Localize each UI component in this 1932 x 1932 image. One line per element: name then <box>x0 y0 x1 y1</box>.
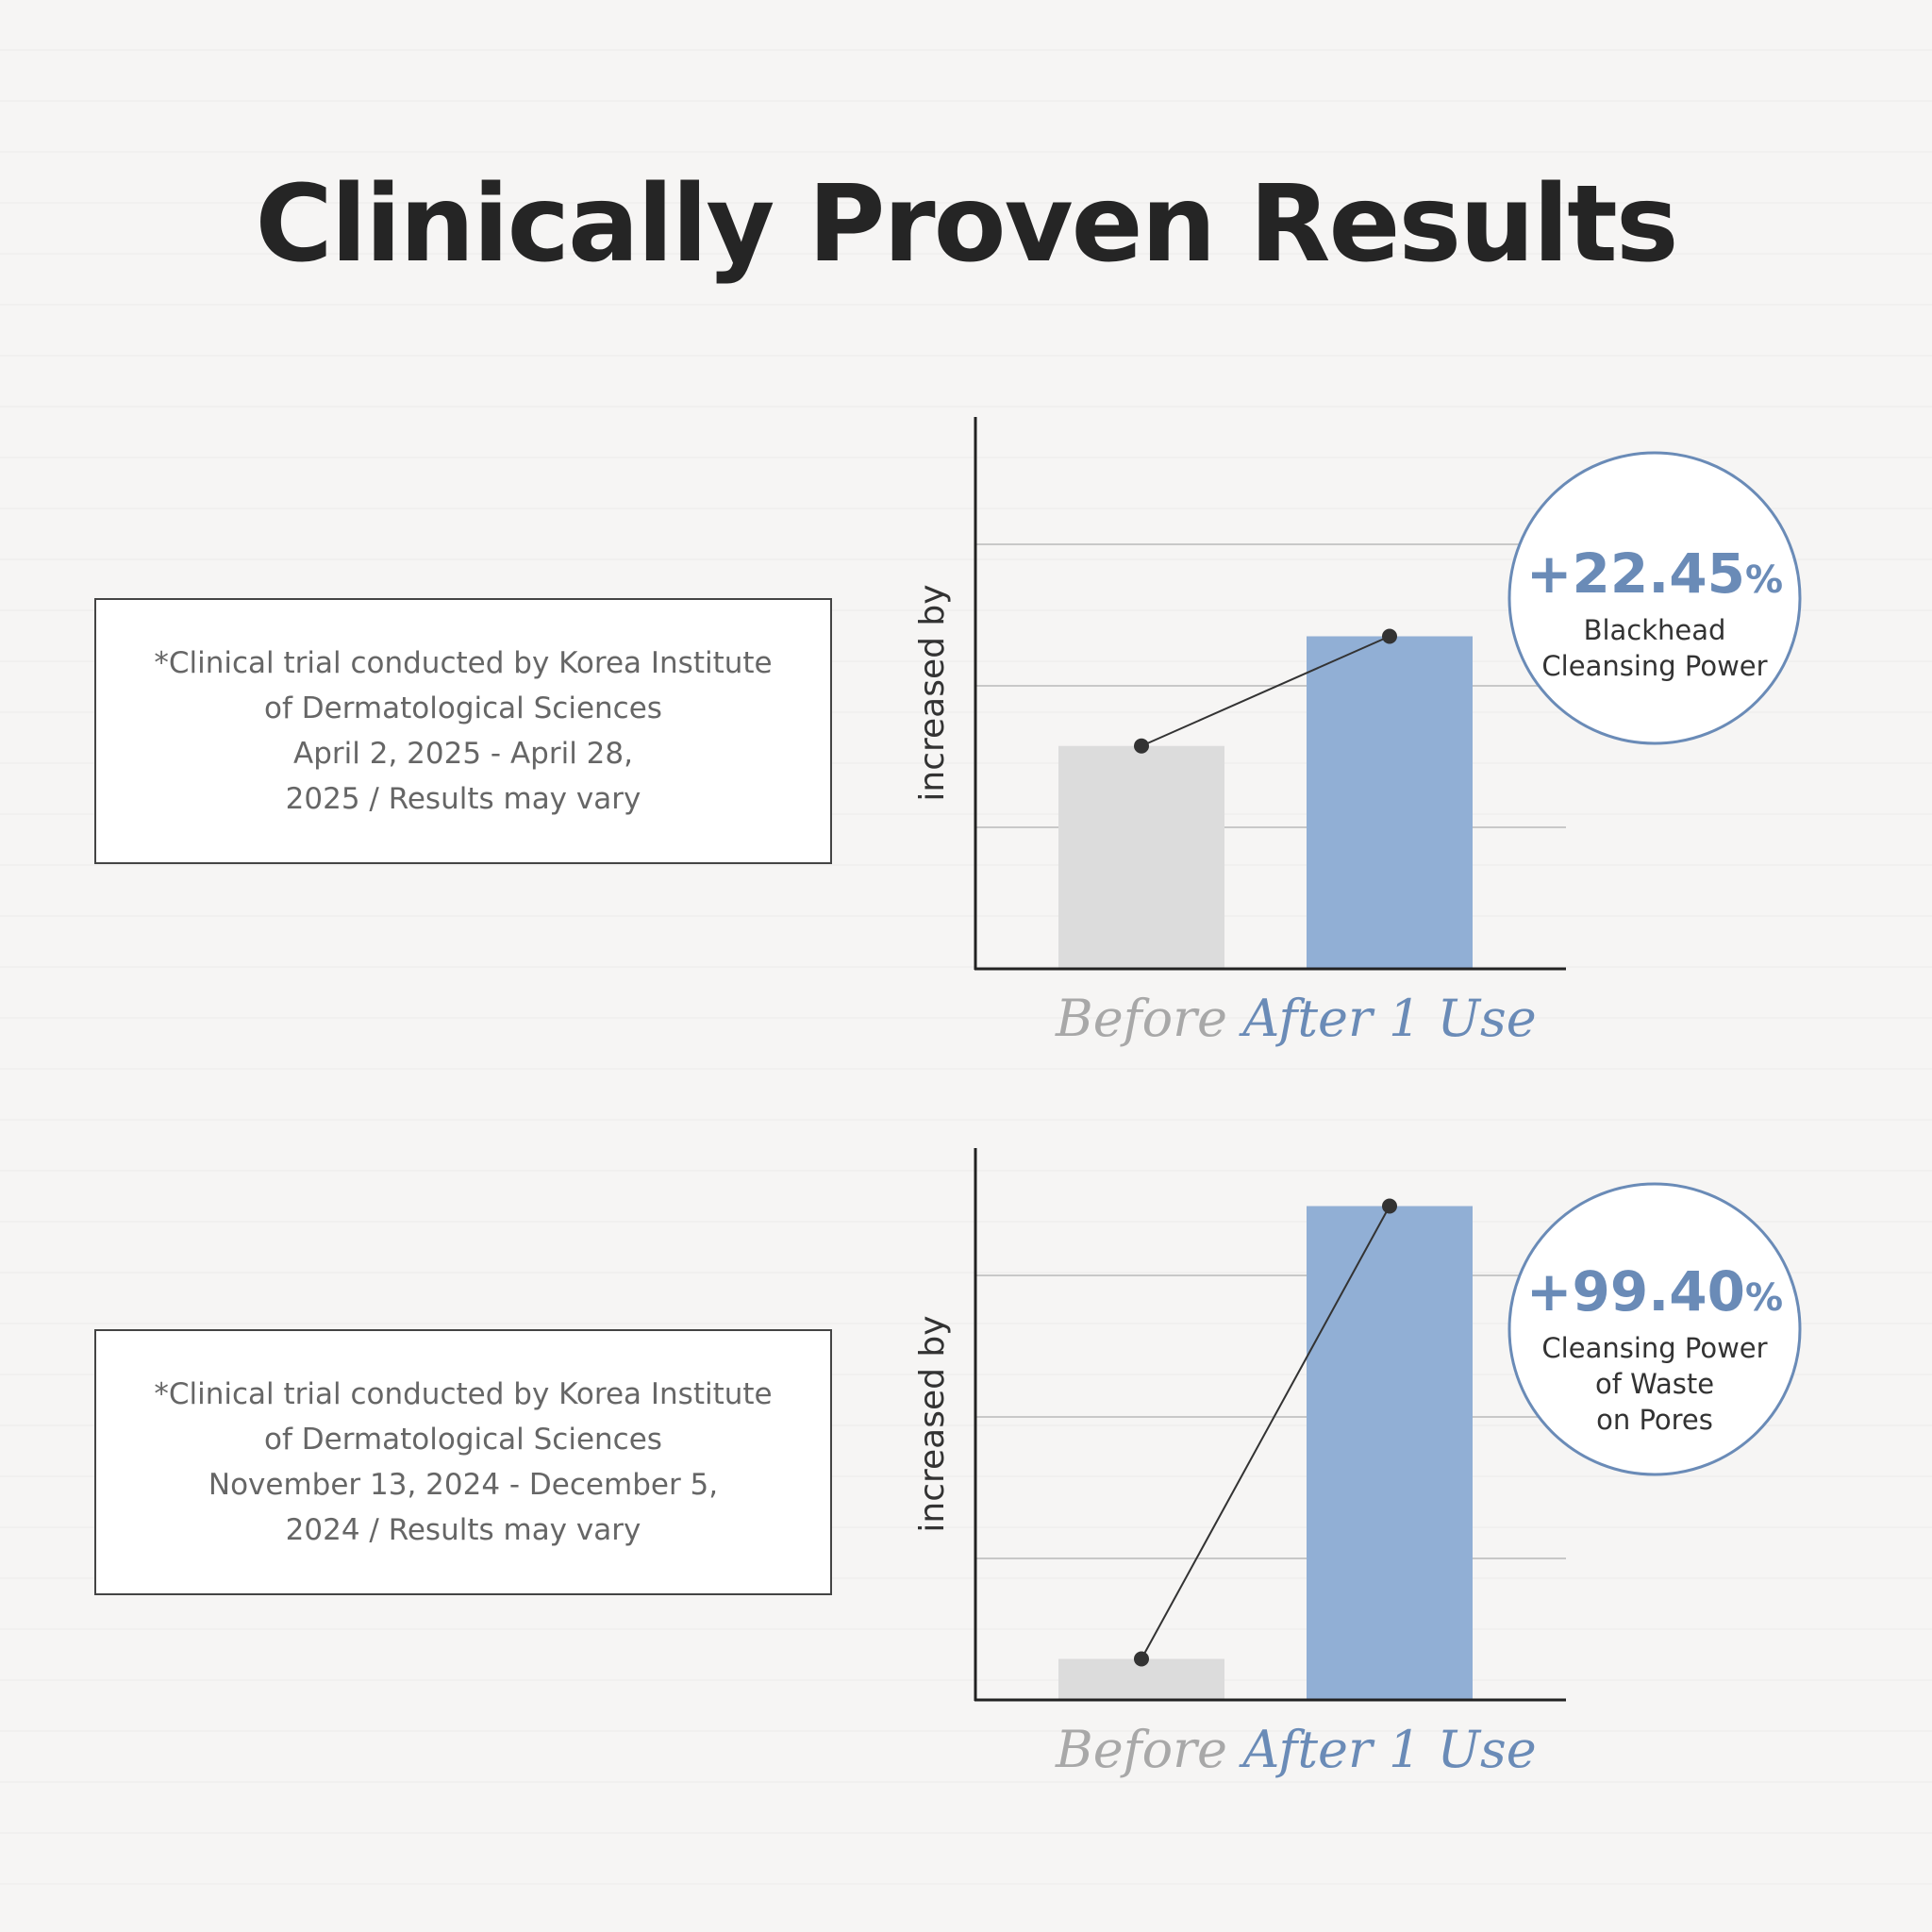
data-point <box>1134 738 1149 754</box>
bar-before <box>1058 745 1224 969</box>
pore-waste-cleansing-chart: increased by Before After 1 Use +99.40% Clea… <box>913 1148 1802 1779</box>
note-line: 2025 / Results may vary <box>285 782 641 816</box>
note-line: November 13, 2024 - December 5, <box>208 1468 719 1502</box>
note-line: of Dermatological Sciences <box>264 1423 662 1457</box>
badge-caption: Cleansing Power <box>1541 1332 1767 1364</box>
clinical-trial-note: *Clinical trial conducted by Korea Insti… <box>94 598 832 864</box>
data-point <box>1134 1651 1149 1667</box>
note-line: 2024 / Results may vary <box>285 1513 641 1547</box>
clinical-trial-note: *Clinical trial conducted by Korea Insti… <box>94 1329 832 1595</box>
badge-value: +99.40% <box>1526 1259 1783 1324</box>
badge-caption: Cleansing Power <box>1541 650 1767 682</box>
trend-line <box>1141 1206 1391 1659</box>
data-point <box>1382 628 1397 644</box>
badge-caption: Blackhead <box>1584 614 1726 646</box>
trend-line <box>1141 635 1391 747</box>
y-axis-label: increased by <box>913 1315 952 1532</box>
note-line: April 2, 2025 - April 28, <box>293 737 633 771</box>
bar-after <box>1307 636 1473 969</box>
note-line: *Clinical trial conducted by Korea Insti… <box>154 1377 773 1411</box>
category-label: After 1 Use <box>1238 989 1536 1048</box>
category-label: Before <box>1055 1720 1227 1779</box>
blackhead-cleansing-chart: increased by Before After 1 Use +22.45% Blac… <box>913 417 1802 1048</box>
note-line: *Clinical trial conducted by Korea Insti… <box>154 646 773 680</box>
y-axis-label: increased by <box>913 584 952 801</box>
data-point <box>1382 1198 1397 1214</box>
badge-caption: on Pores <box>1596 1404 1713 1436</box>
badge-circle <box>1507 1182 1802 1476</box>
note-line: of Dermatological Sciences <box>264 691 662 725</box>
category-label: Before <box>1055 989 1227 1048</box>
badge-value: +22.45% <box>1526 541 1783 606</box>
badge-circle <box>1507 451 1802 745</box>
bar-after <box>1307 1206 1473 1700</box>
category-label: After 1 Use <box>1238 1720 1536 1779</box>
page-title: Clinically Proven Results <box>255 163 1678 286</box>
badge-caption: of Waste <box>1595 1368 1714 1400</box>
